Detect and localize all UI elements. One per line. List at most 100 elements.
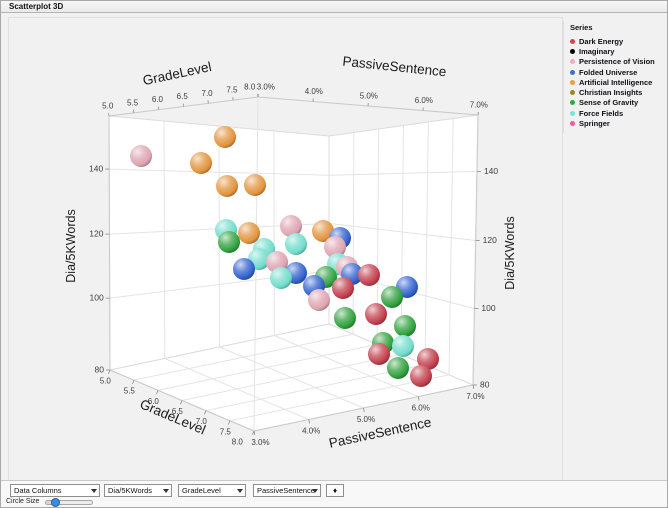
series-color-dot	[570, 69, 575, 75]
legend-item-list: Dark Energy Imaginary Persistence of Visio…	[570, 36, 667, 129]
svg-text:5.0: 5.0	[102, 102, 114, 111]
scatterplot-3d-canvas[interactable]: 5.0 5.5 6.0 6.5 7.0 7.5 8.0 3.0% 4.0% 5.0% 6.0% 7.0…	[1, 13, 668, 482]
data-point[interactable]	[381, 286, 403, 308]
plot-area: 5.0 5.5 6.0 6.5 7.0 7.5 8.0 3.0% 4.0% 5.0% 6.0% 7.0…	[1, 13, 668, 482]
legend-item-label: Artificial Intelligence	[579, 77, 653, 87]
svg-text:5.0: 5.0	[100, 377, 112, 386]
data-point[interactable]	[392, 335, 414, 357]
diamond-icon: ♦	[332, 486, 338, 495]
svg-text:6.5: 6.5	[177, 92, 189, 101]
svg-text:5.0%: 5.0%	[357, 415, 375, 424]
window-title: Scatterplot 3D	[9, 2, 64, 11]
svg-text:7.0%: 7.0%	[470, 101, 488, 110]
series-color-dot	[570, 48, 575, 54]
chevron-down-icon	[91, 489, 97, 493]
series-color-dot	[570, 79, 575, 85]
data-columns-dropdown[interactable]: Data Columns	[10, 484, 100, 497]
data-point[interactable]	[332, 277, 354, 299]
data-points	[130, 126, 439, 387]
passivesentence-axis-title-top: PassiveSentence	[342, 54, 447, 80]
legend-item-label: Sense of Gravity	[579, 98, 639, 108]
data-point[interactable]	[358, 264, 380, 286]
data-point[interactable]	[324, 236, 346, 258]
data-point[interactable]	[312, 220, 334, 242]
data-point[interactable]	[218, 231, 240, 253]
data-point[interactable]	[280, 215, 302, 237]
gradelevel-dropdown[interactable]: GradeLevel	[178, 484, 246, 497]
data-point[interactable]	[130, 145, 152, 167]
svg-text:80: 80	[480, 380, 490, 390]
legend-item-label: Springer	[579, 119, 610, 129]
svg-text:5.0%: 5.0%	[360, 92, 378, 101]
data-point[interactable]	[214, 126, 236, 148]
data-point[interactable]	[394, 315, 416, 337]
data-point[interactable]	[216, 175, 238, 197]
legend-item-label: Imaginary	[579, 46, 615, 56]
svg-text:6.0: 6.0	[148, 397, 160, 406]
svg-text:80: 80	[95, 365, 105, 375]
legend-item-force-fields[interactable]: Force Fields	[570, 108, 667, 118]
svg-text:4.0%: 4.0%	[305, 87, 323, 96]
svg-text:140: 140	[484, 166, 498, 176]
series-color-dot	[570, 59, 575, 65]
legend-item-label: Force Fields	[579, 108, 624, 118]
legend-item-dark-energy[interactable]: Dark Energy	[570, 36, 667, 46]
legend-item-folded-universe[interactable]: Folded Universe	[570, 67, 667, 77]
circle-size-slider-fill	[46, 501, 55, 504]
chevron-down-icon	[163, 489, 169, 493]
svg-text:7.5: 7.5	[220, 427, 232, 436]
data-point[interactable]	[368, 343, 390, 365]
data-point[interactable]	[308, 289, 330, 311]
next-axis-set-button[interactable]: ♦	[326, 484, 344, 497]
svg-text:6.0%: 6.0%	[415, 96, 433, 105]
passivesentence-axis-title-bottom: PassiveSentence	[327, 414, 432, 450]
data-point[interactable]	[387, 357, 409, 379]
svg-text:5.5: 5.5	[127, 98, 139, 107]
legend-item-label: Christian Insights	[579, 88, 643, 98]
dia-5kwords-dropdown[interactable]: Dia/5KWords	[104, 484, 172, 497]
svg-text:100: 100	[481, 303, 495, 313]
axis-tick-labels: 5.0 5.5 6.0 6.5 7.0 7.5 8.0 3.0% 4.0% 5.0% 6.0% 7.0…	[89, 83, 498, 448]
series-color-dot	[570, 100, 575, 106]
legend-item-christian-insights[interactable]: Christian Insights	[570, 87, 667, 98]
svg-text:120: 120	[89, 229, 103, 239]
data-point[interactable]	[233, 258, 255, 280]
data-point[interactable]	[238, 222, 260, 244]
chevron-down-icon	[312, 489, 318, 493]
svg-text:100: 100	[90, 293, 104, 303]
data-point[interactable]	[410, 365, 432, 387]
legend-item-springer[interactable]: Springer	[570, 118, 667, 129]
circle-size-slider[interactable]	[45, 498, 93, 507]
data-point[interactable]	[365, 303, 387, 325]
dropdown-selected-value: Data Columns	[14, 486, 62, 495]
series-color-dot	[570, 110, 575, 116]
svg-text:6.0: 6.0	[152, 95, 164, 104]
svg-text:7.5: 7.5	[226, 86, 238, 95]
legend-item-sense-of-gravity[interactable]: Sense of Gravity	[570, 98, 667, 108]
svg-text:8.0: 8.0	[232, 438, 244, 447]
chevron-down-icon	[237, 489, 243, 493]
circle-size-thumb[interactable]	[50, 498, 60, 507]
dia5kwords-axis-title-left: Dia/5KWords	[64, 209, 78, 282]
data-point[interactable]	[270, 267, 292, 289]
legend-item-artificial-intelligence[interactable]: Artificial Intelligence	[570, 77, 667, 87]
data-point[interactable]	[190, 152, 212, 174]
series-color-dot	[570, 90, 575, 96]
series-color-dot	[570, 121, 575, 127]
svg-text:140: 140	[89, 164, 103, 174]
legend-item-imaginary[interactable]: Imaginary	[570, 46, 667, 56]
legend-item-persistence-of-vision[interactable]: Persistence of Vision	[570, 57, 667, 67]
svg-text:7.0: 7.0	[202, 89, 214, 98]
data-point[interactable]	[244, 174, 266, 196]
dia5kwords-axis-title-right: Dia/5KWords	[503, 216, 517, 289]
svg-text:4.0%: 4.0%	[302, 427, 320, 436]
data-point[interactable]	[285, 233, 307, 255]
series-legend: Series Dark Energy Imaginary Persistence o…	[563, 21, 667, 133]
data-point[interactable]	[417, 348, 439, 370]
passivesentence-dropdown[interactable]: PassiveSentence	[253, 484, 321, 497]
data-point[interactable]	[334, 307, 356, 329]
dropdown-selected-value: Dia/5KWords	[108, 486, 153, 495]
svg-text:5.5: 5.5	[124, 387, 136, 396]
svg-text:3.0%: 3.0%	[251, 438, 269, 447]
